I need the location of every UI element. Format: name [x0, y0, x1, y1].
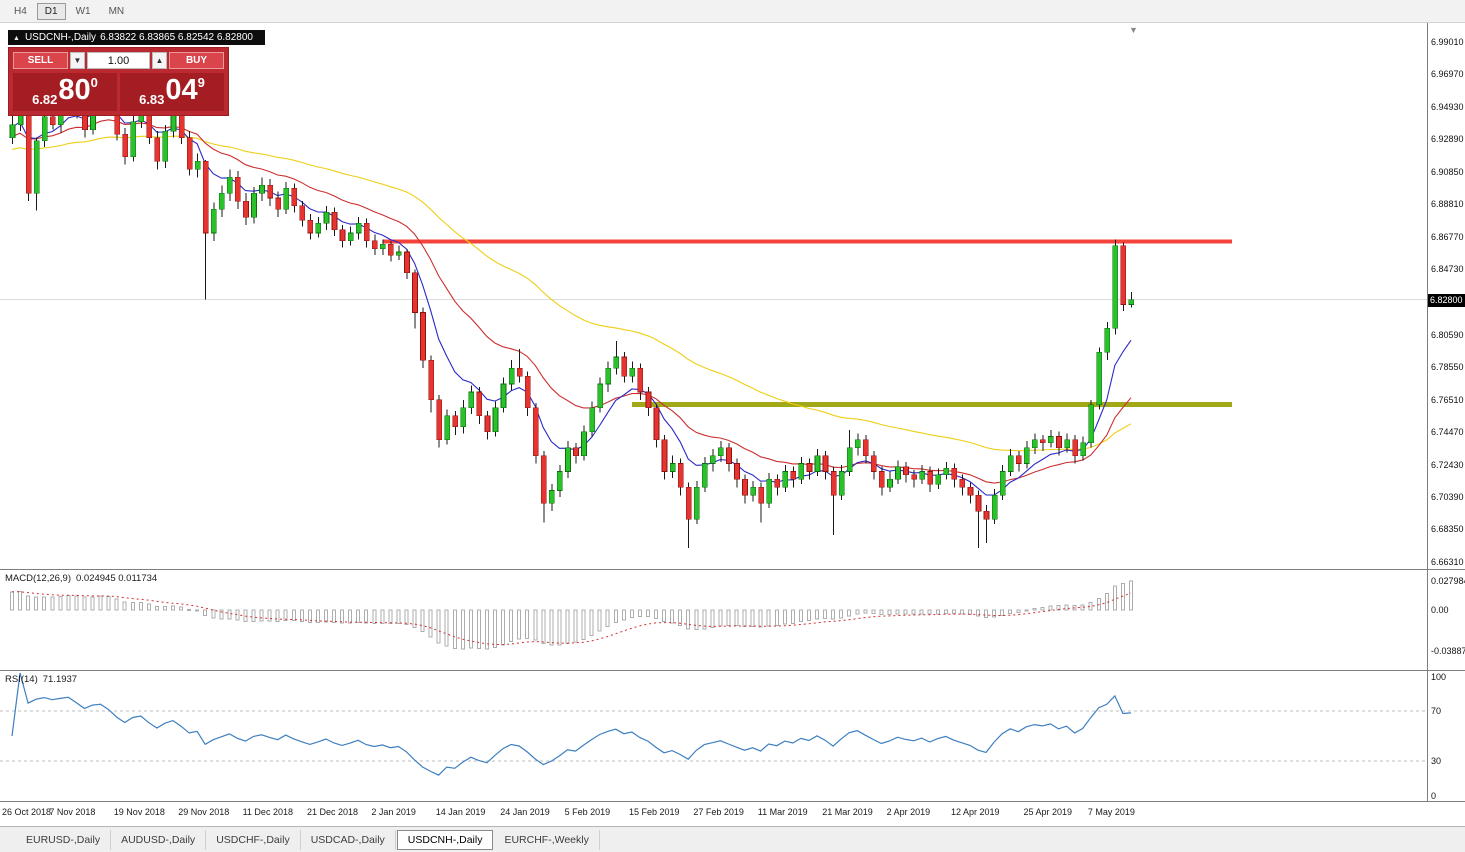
timeframe-button-mn[interactable]: MN — [101, 3, 133, 20]
macd-label: MACD(12,26,9) — [5, 573, 71, 584]
date-axis-label: 2 Apr 2019 — [886, 807, 931, 817]
tab-usdcnh-daily[interactable]: USDCNH-,Daily — [396, 829, 494, 850]
sell-price-pips: 80 — [58, 74, 91, 106]
rsi-axis-label: 30 — [1431, 756, 1442, 767]
price-axis-label: 6.74470 — [1431, 427, 1464, 438]
rsi-axis-label: 0 — [1431, 791, 1437, 801]
sell-price-base: 6.82 — [32, 92, 58, 107]
price-axis-label: 6.99010 — [1431, 37, 1464, 47]
sell-price-display[interactable]: 6.82 80 0 — [13, 73, 117, 111]
date-axis-label: 25 Apr 2019 — [1023, 807, 1072, 817]
price-axis-label: 6.92890 — [1431, 134, 1464, 145]
chart-title-bar: ▲ USDCNH-,Daily 6.83822 6.83865 6.82542 6.… — [8, 30, 265, 45]
price-axis-label: 6.96970 — [1431, 69, 1464, 80]
volume-input[interactable] — [87, 52, 150, 69]
macd-indicator-pane[interactable]: MACD(12,26,9) 0.024945 0.011734 0.027984 0… — [0, 569, 1465, 670]
sell-button[interactable]: SELL — [13, 52, 68, 69]
buy-price-base: 6.83 — [139, 92, 165, 107]
date-axis-label: 7 May 2019 — [1087, 807, 1135, 817]
rsi-axis[interactable]: 100 70 30 0 — [1427, 671, 1465, 801]
rsi-axis-label: 100 — [1431, 672, 1447, 682]
date-axis-label: 14 Jan 2019 — [435, 807, 486, 817]
tab-eurchf-weekly[interactable]: EURCHF-,Weekly — [494, 829, 600, 850]
date-axis-label: 11 Dec 2018 — [242, 807, 293, 817]
price-axis-label: 6.86770 — [1431, 231, 1464, 242]
date-axis-label: 7 Nov 2018 — [49, 807, 96, 817]
chart-window-icon: ▲ — [13, 35, 20, 42]
macd-axis[interactable]: 0.027984 0.00 -0.038874 — [1427, 570, 1465, 670]
buy-price-point: 9 — [197, 75, 205, 90]
date-axis-label: 11 Mar 2019 — [757, 807, 808, 817]
tab-eurusd-daily[interactable]: EURUSD-,Daily — [16, 829, 112, 850]
date-axis-label: 21 Mar 2019 — [822, 807, 873, 817]
price-axis-label: 6.76510 — [1431, 394, 1464, 405]
rsi-axis-label: 70 — [1431, 705, 1442, 716]
price-axis-label: 6.80590 — [1431, 329, 1464, 340]
sell-price-point: 0 — [90, 75, 98, 90]
price-axis-label: 6.90850 — [1431, 166, 1464, 177]
buy-button[interactable]: BUY — [169, 52, 224, 69]
chart-tabs-bar: EURUSD-,Daily AUDUSD-,Daily USDCHF-,Daily U… — [0, 826, 1465, 852]
volume-decrease-button[interactable]: ▼ — [70, 52, 85, 69]
price-chart-pane[interactable]: ▲ USDCNH-,Daily 6.83822 6.83865 6.82542 6.… — [0, 23, 1465, 569]
rsi-label: RSI(14) — [5, 674, 38, 685]
timeframe-toolbar: H4 D1 W1 MN — [0, 0, 1465, 23]
current-price-box: 6.82800 — [1428, 293, 1465, 307]
macd-axis-label: -0.038874 — [1431, 645, 1465, 656]
buy-price-display[interactable]: 6.83 04 9 — [120, 73, 224, 111]
rsi-indicator-pane[interactable]: RSI(14) 71.1937 100 70 30 0 — [0, 670, 1465, 801]
date-axis-label: 12 Apr 2019 — [951, 807, 1000, 817]
chart-ohlc-readout: 6.83822 6.83865 6.82542 6.82800 — [100, 32, 253, 43]
price-axis-label: 6.88810 — [1431, 199, 1464, 210]
date-axis-label: 26 Oct 2018 — [2, 807, 52, 817]
price-chart-canvas[interactable] — [0, 23, 1427, 569]
date-axis-label: 24 Jan 2019 — [500, 807, 550, 817]
price-axis-label: 6.72430 — [1431, 459, 1464, 470]
price-axis-label: 6.66310 — [1431, 556, 1464, 567]
date-axis-label: 15 Feb 2019 — [629, 807, 680, 817]
price-axis-label: 6.68350 — [1431, 524, 1464, 535]
rsi-value: 71.1937 — [42, 674, 78, 685]
macd-values: 0.024945 0.011734 — [76, 573, 158, 584]
macd-canvas[interactable] — [0, 570, 1427, 670]
price-axis-label: 6.94930 — [1431, 101, 1464, 112]
date-axis-label: 21 Dec 2018 — [307, 807, 359, 817]
date-axis-label: 5 Feb 2019 — [564, 807, 611, 817]
date-axis[interactable]: 26 Oct 2018 7 Nov 2018 19 Nov 2018 29 Nov 2… — [0, 801, 1465, 826]
chart-symbol-title: USDCNH-,Daily — [24, 32, 97, 43]
macd-axis-label: 0.00 — [1431, 605, 1449, 615]
timeframe-button-d1[interactable]: D1 — [36, 2, 66, 20]
rsi-canvas[interactable] — [0, 671, 1427, 801]
chart-shift-marker-icon[interactable]: ▼ — [1129, 25, 1138, 35]
date-axis-label: 27 Feb 2019 — [693, 807, 744, 817]
timeframe-button-h4[interactable]: H4 — [6, 3, 35, 20]
volume-increase-button[interactable]: ▲ — [152, 52, 167, 69]
tab-usdcad-daily[interactable]: USDCAD-,Daily — [301, 829, 396, 850]
date-axis-label: 2 Jan 2019 — [371, 807, 416, 817]
buy-price-pips: 04 — [165, 74, 198, 106]
date-axis-label: 29 Nov 2018 — [178, 807, 230, 817]
timeframe-button-w1[interactable]: W1 — [68, 3, 99, 20]
price-axis-label: 6.84730 — [1431, 264, 1464, 275]
macd-axis-label: 0.027984 — [1431, 575, 1465, 586]
tab-usdchf-daily[interactable]: USDCHF-,Daily — [206, 829, 301, 850]
date-axis-label: 19 Nov 2018 — [113, 807, 165, 817]
price-axis-label: 6.78550 — [1431, 362, 1464, 373]
price-axis-label: 6.70390 — [1431, 492, 1464, 503]
tab-audusd-daily[interactable]: AUDUSD-,Daily — [111, 829, 207, 850]
